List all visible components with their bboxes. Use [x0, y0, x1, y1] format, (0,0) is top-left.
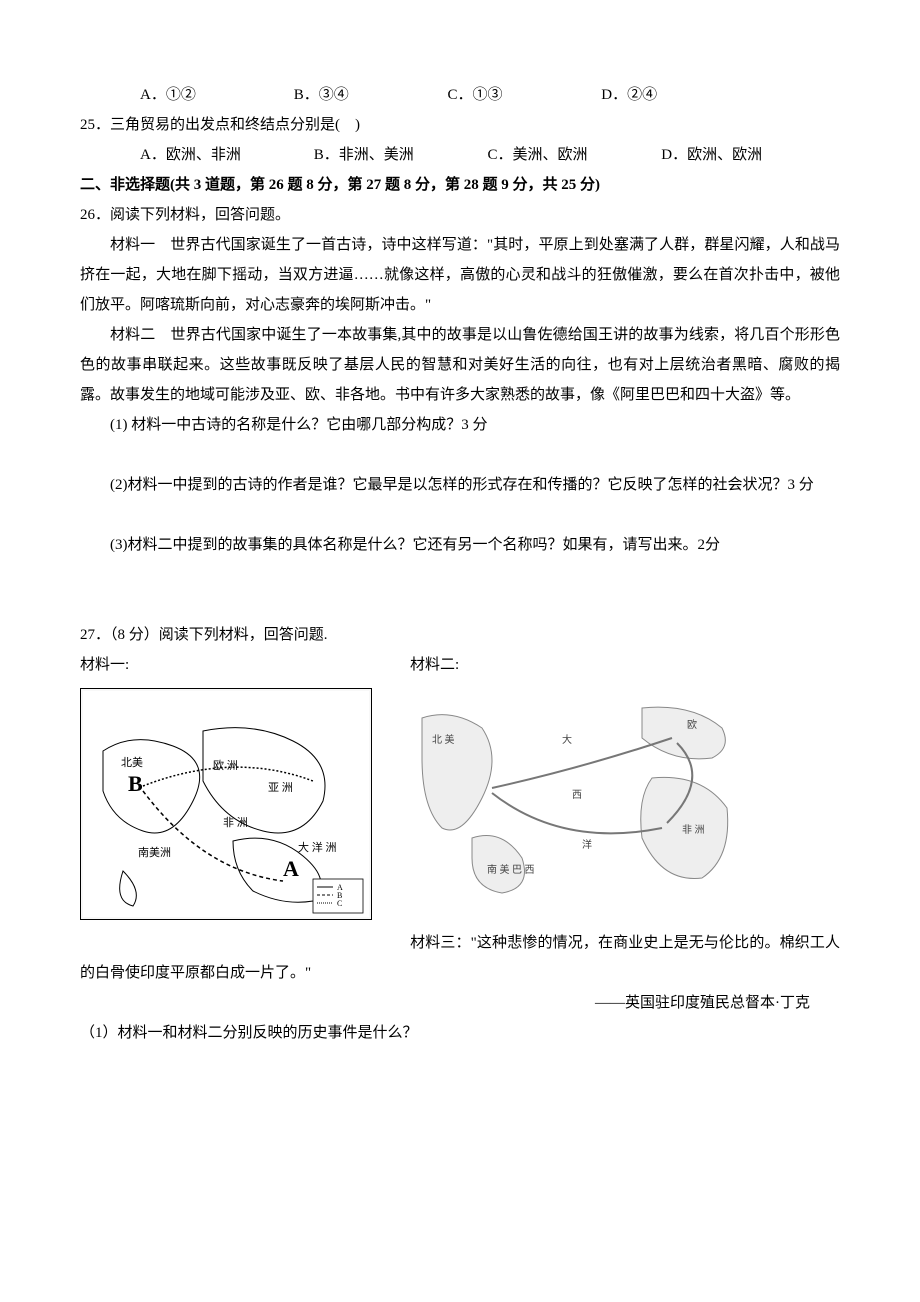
- q27-map-2: 北 美 大 欧 非 洲 南 美 巴 西 西 洋: [412, 688, 742, 903]
- svg-text:A: A: [283, 856, 299, 881]
- svg-text:北美: 北美: [121, 756, 143, 769]
- svg-text:南 美 巴 西: 南 美 巴 西: [487, 863, 535, 876]
- q27-maps-row: B A 欧 洲 亚 洲 非 洲 北美 南美洲 大 洋 洲 A B C: [80, 688, 840, 920]
- q25-options-row: A．欧洲、非洲 B．非洲、美洲 C．美洲、欧洲 D．欧洲、欧洲: [80, 140, 840, 170]
- svg-text:非 洲: 非 洲: [682, 824, 705, 836]
- q25-option-b: B．非洲、美洲: [314, 140, 484, 170]
- svg-text:C: C: [337, 899, 342, 908]
- q26-stem: 26．阅读下列材料，回答问题。: [80, 200, 840, 230]
- q26-subq-2: (2)材料一中提到的古诗的作者是谁？它最早是以怎样的形式存在和传播的？它反映了怎…: [80, 470, 840, 500]
- q26-material-1: 材料一 世界古代国家诞生了一首古诗，诗中这样写道："其时，平原上到处塞满了人群，…: [80, 230, 840, 320]
- q24-option-a: A．①②: [140, 80, 290, 110]
- svg-text:洋: 洋: [582, 838, 592, 851]
- q24-option-d: D．②④: [601, 80, 751, 110]
- q26-material-2: 材料二 世界古代国家中诞生了一本故事集,其中的故事是以山鲁佐德给国王讲的故事为线…: [80, 320, 840, 410]
- q27-map-1: B A 欧 洲 亚 洲 非 洲 北美 南美洲 大 洋 洲 A B C: [80, 688, 372, 920]
- q27-material-labels: 材料一: 材料二:: [80, 650, 840, 680]
- q25-option-a: A．欧洲、非洲: [140, 140, 310, 170]
- q27-material-1-label: 材料一:: [80, 650, 410, 680]
- svg-text:大 洋 洲: 大 洋 洲: [298, 840, 337, 854]
- q27-stem: 27．（8 分）阅读下列材料，回答问题.: [80, 620, 840, 650]
- svg-text:非 洲: 非 洲: [223, 816, 248, 829]
- world-map-icon: B A 欧 洲 亚 洲 非 洲 北美 南美洲 大 洋 洲 A B C: [83, 691, 369, 917]
- svg-text:B: B: [128, 771, 143, 796]
- svg-text:欧: 欧: [687, 719, 697, 731]
- q25-stem: 25．三角贸易的出发点和终结点分别是( ): [80, 110, 840, 140]
- q27-material-2-label: 材料二:: [410, 650, 459, 680]
- q27-map-2-column: 北 美 大 欧 非 洲 南 美 巴 西 西 洋: [412, 688, 742, 907]
- svg-text:欧 洲: 欧 洲: [213, 759, 238, 772]
- svg-text:亚 洲: 亚 洲: [268, 782, 293, 794]
- q25-option-c: C．美洲、欧洲: [488, 140, 658, 170]
- q27-material-3-attrib: ——英国驻印度殖民总督本·丁克: [80, 988, 840, 1018]
- q26-subq-1: (1) 材料一中古诗的名称是什么？它由哪几部分构成？3 分: [80, 410, 840, 440]
- q26-subq-3: (3)材料二中提到的故事集的具体名称是什么？它还有另一个名称吗？如果有，请写出来…: [80, 530, 840, 560]
- svg-text:大: 大: [562, 733, 572, 746]
- svg-text:南美洲: 南美洲: [138, 846, 171, 859]
- triangle-trade-map-icon: 北 美 大 欧 非 洲 南 美 巴 西 西 洋: [412, 688, 742, 903]
- section-2-header: 二、非选择题(共 3 道题，第 26 题 8 分，第 27 题 8 分，第 28…: [80, 170, 840, 200]
- q24-option-c: C．①③: [448, 80, 598, 110]
- q27-material-3: 材料三："这种悲惨的情况，在商业史上是无与伦比的。棉织工人的白骨使印度平原都白成…: [80, 928, 840, 988]
- q24-options-row: A．①② B．③④ C．①③ D．②④: [80, 80, 840, 110]
- svg-text:北 美: 北 美: [432, 733, 455, 746]
- q27-subq-1: （1）材料一和材料二分别反映的历史事件是什么？: [80, 1018, 840, 1048]
- svg-text:西: 西: [572, 790, 582, 801]
- q24-option-b: B．③④: [294, 80, 444, 110]
- q25-option-d: D．欧洲、欧洲: [661, 140, 831, 170]
- q27-material-3-text: 材料三："这种悲惨的情况，在商业史上是无与伦比的。棉织工人的白骨使印度平原都白成…: [80, 935, 840, 981]
- exam-page: A．①② B．③④ C．①③ D．②④ 25．三角贸易的出发点和终结点分别是( …: [0, 0, 920, 1302]
